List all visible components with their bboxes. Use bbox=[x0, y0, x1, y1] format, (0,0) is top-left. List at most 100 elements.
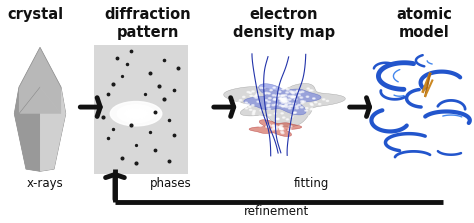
Circle shape bbox=[273, 99, 276, 100]
Circle shape bbox=[301, 101, 303, 102]
Circle shape bbox=[270, 90, 272, 91]
Circle shape bbox=[281, 99, 283, 100]
Circle shape bbox=[271, 129, 274, 130]
Circle shape bbox=[282, 98, 285, 100]
Circle shape bbox=[310, 103, 312, 104]
Circle shape bbox=[294, 112, 296, 113]
Point bbox=[160, 59, 168, 62]
Circle shape bbox=[268, 124, 271, 126]
Circle shape bbox=[298, 104, 301, 106]
Polygon shape bbox=[14, 47, 66, 171]
Circle shape bbox=[268, 101, 271, 102]
Circle shape bbox=[245, 102, 247, 103]
Circle shape bbox=[288, 103, 291, 104]
Text: electron
density map: electron density map bbox=[233, 7, 335, 40]
Point bbox=[165, 159, 173, 163]
Circle shape bbox=[282, 100, 285, 101]
Circle shape bbox=[282, 99, 284, 101]
Circle shape bbox=[272, 125, 274, 127]
Circle shape bbox=[292, 96, 295, 97]
Circle shape bbox=[238, 102, 240, 103]
Point bbox=[151, 110, 159, 114]
Circle shape bbox=[291, 92, 293, 93]
Circle shape bbox=[260, 110, 262, 111]
Text: phases: phases bbox=[150, 177, 192, 190]
Circle shape bbox=[274, 129, 277, 130]
Circle shape bbox=[269, 114, 271, 116]
Point bbox=[104, 136, 112, 139]
Circle shape bbox=[263, 93, 266, 94]
Circle shape bbox=[282, 102, 284, 103]
Circle shape bbox=[280, 128, 283, 129]
Circle shape bbox=[310, 109, 312, 110]
Circle shape bbox=[265, 92, 268, 94]
Circle shape bbox=[280, 125, 283, 126]
Circle shape bbox=[267, 104, 270, 105]
Circle shape bbox=[285, 103, 288, 105]
Circle shape bbox=[309, 90, 311, 91]
Circle shape bbox=[282, 95, 284, 96]
Circle shape bbox=[268, 98, 271, 99]
Circle shape bbox=[282, 105, 285, 107]
Circle shape bbox=[245, 108, 247, 109]
Circle shape bbox=[305, 110, 307, 111]
Circle shape bbox=[253, 112, 255, 113]
Circle shape bbox=[291, 116, 293, 117]
Point bbox=[100, 115, 107, 119]
Circle shape bbox=[255, 95, 258, 96]
Circle shape bbox=[274, 104, 277, 105]
Circle shape bbox=[252, 105, 254, 106]
Circle shape bbox=[290, 91, 292, 92]
Circle shape bbox=[280, 128, 283, 129]
Circle shape bbox=[283, 117, 285, 118]
Circle shape bbox=[288, 129, 291, 130]
Circle shape bbox=[301, 102, 304, 103]
Point bbox=[104, 92, 112, 96]
Circle shape bbox=[239, 100, 242, 101]
Circle shape bbox=[272, 95, 275, 96]
Point bbox=[142, 92, 149, 96]
Circle shape bbox=[276, 119, 279, 120]
Circle shape bbox=[250, 95, 252, 96]
Circle shape bbox=[280, 127, 283, 129]
Circle shape bbox=[282, 89, 284, 90]
Circle shape bbox=[249, 92, 252, 93]
Polygon shape bbox=[224, 83, 346, 127]
Circle shape bbox=[288, 108, 291, 109]
Circle shape bbox=[243, 96, 245, 97]
Circle shape bbox=[285, 106, 288, 107]
Circle shape bbox=[281, 129, 284, 130]
Polygon shape bbox=[249, 120, 302, 136]
Polygon shape bbox=[244, 84, 321, 115]
Circle shape bbox=[289, 126, 292, 127]
Circle shape bbox=[291, 97, 294, 98]
Point bbox=[113, 56, 121, 60]
Circle shape bbox=[298, 95, 301, 96]
Circle shape bbox=[291, 105, 293, 107]
Circle shape bbox=[273, 99, 276, 100]
Circle shape bbox=[267, 126, 270, 127]
Circle shape bbox=[279, 98, 281, 99]
Circle shape bbox=[278, 127, 281, 128]
Circle shape bbox=[247, 104, 249, 105]
Circle shape bbox=[248, 106, 251, 107]
Circle shape bbox=[319, 103, 321, 105]
Circle shape bbox=[288, 99, 291, 100]
Point bbox=[160, 97, 168, 101]
Point bbox=[146, 72, 154, 75]
Circle shape bbox=[260, 87, 262, 88]
Point bbox=[128, 50, 135, 53]
Circle shape bbox=[279, 105, 282, 106]
Circle shape bbox=[292, 91, 295, 93]
Circle shape bbox=[268, 108, 271, 110]
Point bbox=[151, 149, 159, 152]
Circle shape bbox=[286, 89, 289, 90]
Point bbox=[174, 66, 182, 70]
Circle shape bbox=[281, 86, 283, 87]
Circle shape bbox=[284, 100, 287, 101]
Circle shape bbox=[280, 128, 283, 129]
Circle shape bbox=[263, 87, 265, 89]
Circle shape bbox=[255, 97, 258, 98]
Circle shape bbox=[282, 106, 284, 107]
Circle shape bbox=[306, 96, 309, 97]
